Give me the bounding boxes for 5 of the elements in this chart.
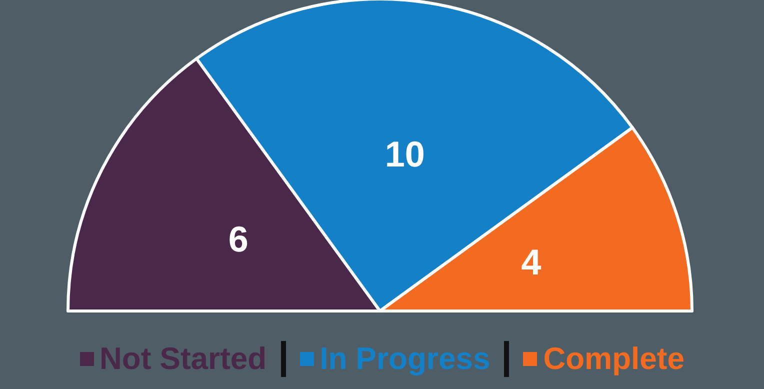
legend-label: Complete: [543, 341, 684, 377]
data-label: 6: [228, 218, 248, 260]
data-label: 4: [521, 241, 542, 282]
data-label: 10: [384, 133, 425, 174]
legend-label: In Progress: [320, 341, 490, 377]
